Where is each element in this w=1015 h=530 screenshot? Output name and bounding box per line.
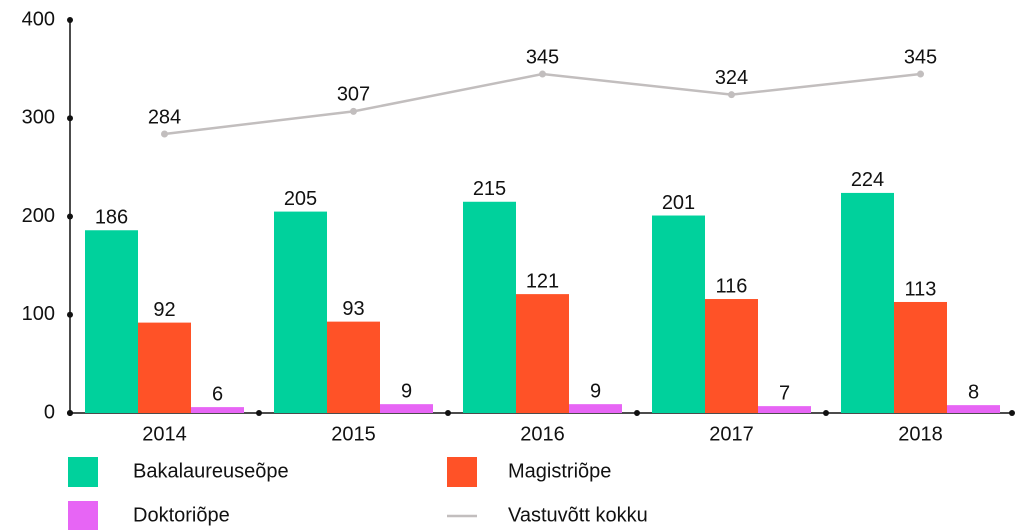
bar [191, 407, 244, 413]
bar-value-label: 7 [779, 382, 790, 404]
x-tick [1009, 410, 1015, 416]
legend-label: Vastuvõtt kokku [508, 504, 648, 526]
bar-value-label: 116 [716, 275, 748, 297]
bar [758, 406, 811, 413]
line-point [350, 107, 357, 115]
bar-value-label: 224 [851, 169, 884, 191]
bar [516, 294, 569, 413]
legend-label: Doktoriõpe [133, 504, 230, 526]
line-value-label: 345 [904, 46, 937, 68]
y-tick-label: 200 [22, 205, 55, 227]
bar-value-label: 8 [968, 381, 979, 403]
x-tick [823, 410, 829, 416]
bar-value-label: 93 [342, 298, 364, 320]
bar [85, 230, 138, 413]
line-point [161, 130, 168, 138]
y-tick-label: 400 [22, 8, 55, 30]
line [164, 72, 921, 136]
bar [841, 192, 894, 413]
bar-value-label: 9 [401, 380, 412, 402]
x-tick [256, 410, 262, 416]
bar-value-label: 121 [526, 270, 559, 292]
legend-label: Bakalaureuseõpe [133, 460, 289, 482]
x-tick-label: 2015 [331, 423, 376, 445]
x-tick-label: 2017 [709, 423, 754, 445]
line-value-label: 284 [148, 106, 181, 128]
bar [569, 404, 622, 413]
x-tick-label: 2016 [520, 423, 565, 445]
line-value-label: 345 [526, 46, 559, 68]
bar [652, 215, 705, 413]
bar [327, 321, 380, 413]
bar [380, 404, 433, 413]
y-tick [67, 311, 73, 318]
legend-label: Magistriõpe [508, 460, 611, 482]
bar [463, 201, 516, 413]
x-tick [445, 410, 451, 416]
legend-swatch [68, 501, 98, 530]
bar-value-label: 186 [95, 207, 128, 229]
bar-value-label: 205 [284, 188, 317, 210]
bar-value-label: 113 [905, 278, 937, 300]
legend-swatch [68, 457, 98, 487]
x-tick-label: 2018 [898, 423, 943, 445]
x-tick-label: 2014 [142, 423, 187, 445]
y-tick-label: 300 [22, 107, 55, 129]
y-tick [67, 17, 73, 23]
bar [705, 299, 758, 413]
bar-value-label: 92 [153, 299, 175, 321]
line-point [539, 70, 546, 78]
bar-value-label: 9 [590, 380, 601, 402]
bar-value-label: 201 [662, 192, 695, 214]
y-tick [67, 115, 73, 122]
x-tick [634, 410, 640, 416]
bar [894, 301, 947, 413]
y-tick-label: 0 [44, 401, 55, 423]
bar-value-label: 6 [212, 383, 223, 405]
line-point [728, 91, 735, 99]
bar [947, 405, 1000, 413]
bar [138, 322, 191, 413]
bar-value-label: 215 [473, 178, 506, 200]
line-value-label: 324 [715, 67, 748, 89]
line-point [917, 70, 924, 78]
line-value-label: 307 [337, 84, 370, 106]
legend-swatch [447, 457, 477, 487]
x-tick [67, 410, 73, 416]
bar [274, 211, 327, 413]
y-tick [67, 213, 73, 220]
y-tick-label: 100 [22, 303, 55, 325]
